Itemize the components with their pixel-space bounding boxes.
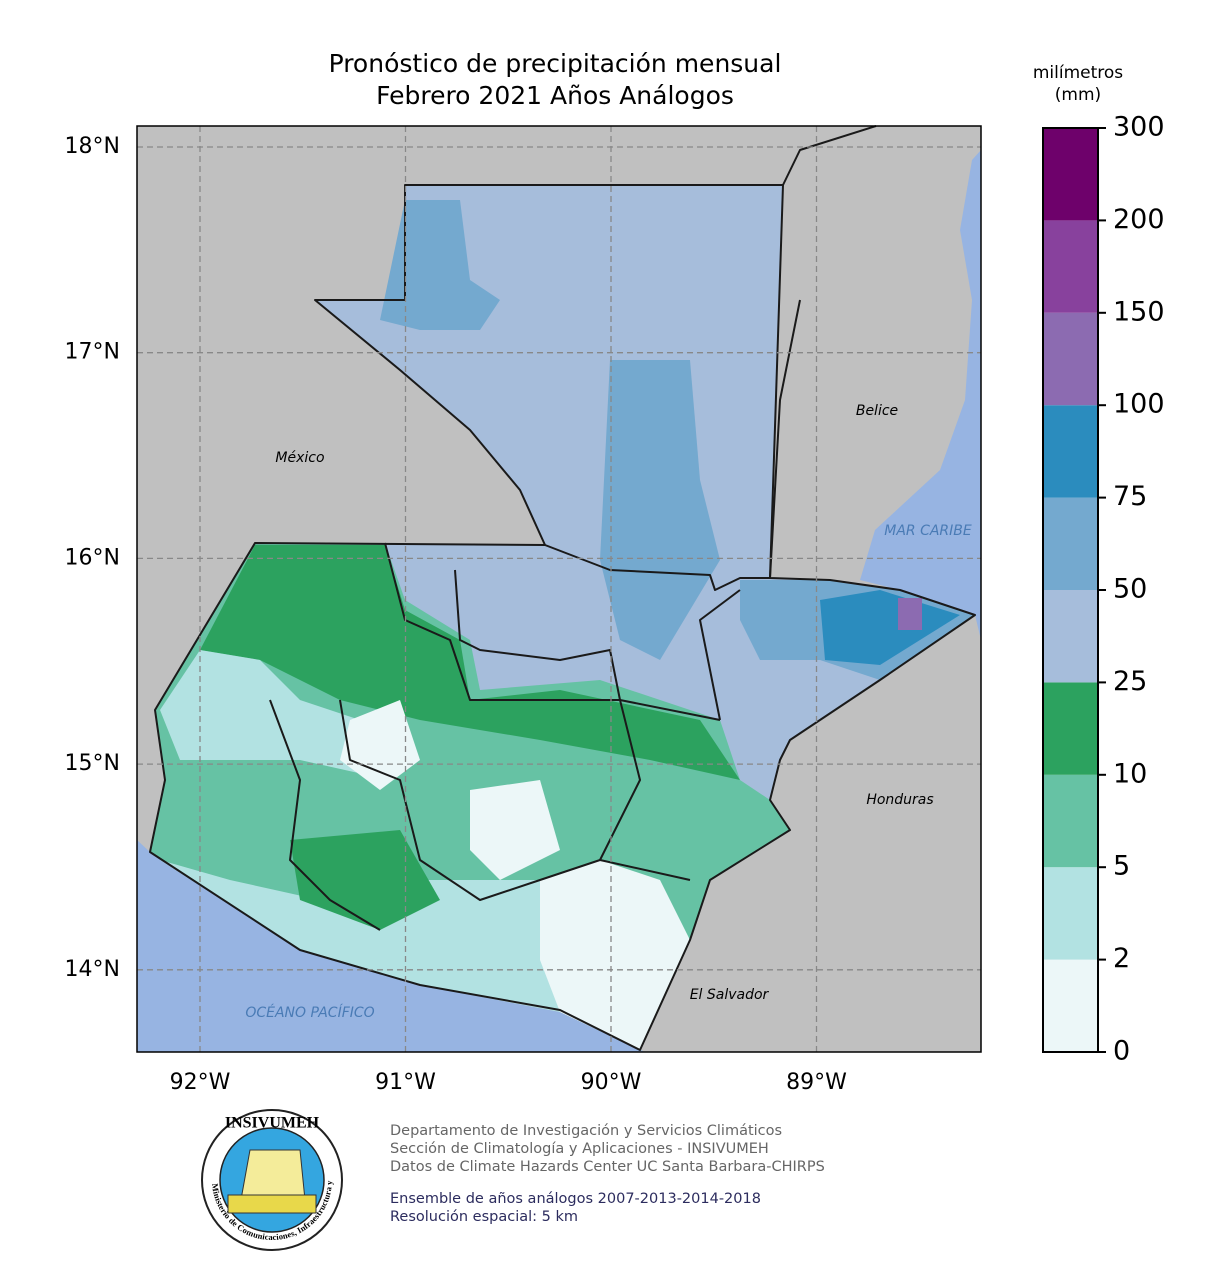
note-line: Resolución espacial: 5 km (390, 1209, 578, 1225)
colorbar-bin (1043, 312, 1098, 406)
title-line: Pronóstico de precipitación mensual (329, 49, 782, 78)
map-area: México Belice MAR CARIBE Honduras El Sal… (136, 125, 982, 1053)
colorbar-tick-label: 5 (1113, 851, 1130, 882)
belize-border (769, 299, 801, 579)
precip-patch (380, 200, 500, 330)
caribbean-sea (860, 150, 981, 640)
precip-patch (470, 780, 560, 880)
precip-patch (820, 590, 960, 665)
colorbar-tick-label: 50 (1113, 574, 1147, 605)
lat-label: 16°N (65, 545, 120, 570)
footer: Departamento de Investigación y Servicio… (390, 1123, 825, 1225)
colorbar-tick-label: 150 (1113, 296, 1165, 327)
lon-label: 91°W (375, 1070, 436, 1095)
lat-label: 17°N (65, 340, 120, 365)
colorbar-tick-label: 300 (1113, 112, 1165, 143)
colorbar-bin (1043, 405, 1098, 498)
colorbar-tick-label: 10 (1113, 758, 1147, 789)
pacific-ocean (137, 840, 645, 1052)
logo-band (227, 1194, 317, 1214)
colorbar-bin (1043, 590, 1098, 683)
grid (137, 126, 981, 1052)
place-label: El Salvador (690, 987, 770, 1003)
precip-patch (600, 360, 720, 660)
colorbar-tick-label: 2 (1113, 943, 1130, 974)
precip-patch (898, 598, 922, 630)
logo-name: INSIVUMEH (225, 1115, 320, 1132)
colorbar-label: milímetros (1033, 63, 1123, 83)
precip-patch (340, 700, 420, 790)
place-label: Honduras (866, 792, 933, 808)
department-border (339, 699, 691, 901)
colorbar-bin (1043, 682, 1098, 775)
lat-label: 15°N (65, 751, 120, 776)
place-label: Belice (856, 403, 898, 419)
place-label: MAR CARIBE (884, 523, 972, 539)
lat-label: 18°N (65, 134, 120, 159)
title-line: Febrero 2021 Años Análogos (376, 81, 734, 110)
colorbar-bin (1043, 959, 1098, 1052)
place-label: México (275, 450, 324, 466)
department-border (599, 699, 641, 861)
department-border (384, 542, 721, 721)
credit-line: Datos de Climate Hazards Center UC Santa… (390, 1159, 825, 1175)
department-border (544, 544, 770, 591)
place-label: OCÉANO PACÍFICO (245, 1004, 374, 1021)
lon-label: 92°W (170, 1070, 231, 1095)
precip-patch (540, 860, 690, 1050)
colorbar-bin (1043, 497, 1098, 590)
colorbar-tick-label: 25 (1113, 666, 1147, 697)
belize-border (782, 125, 877, 186)
precip-patch (200, 545, 740, 780)
lon-label: 90°W (581, 1070, 642, 1095)
colorbar-tick-label: 75 (1113, 481, 1147, 512)
lat-label: 14°N (65, 957, 120, 982)
department-border (269, 699, 381, 931)
department-border (699, 589, 741, 721)
colorbar-tick-label: 200 (1113, 204, 1165, 235)
lon-label: 89°W (786, 1070, 847, 1095)
country-border (149, 184, 976, 1051)
colorbar-bin (1043, 774, 1098, 868)
colorbar-label: (mm) (1055, 85, 1101, 105)
department-border (454, 569, 621, 701)
colorbar-bin (1043, 867, 1098, 960)
map-frame (136, 125, 982, 1053)
precip-patch (290, 830, 440, 930)
colorbar-bin (1043, 220, 1098, 313)
colorbar-bin (1043, 128, 1098, 221)
colorbar-tick-label: 0 (1113, 1036, 1130, 1067)
credit-line: Departamento de Investigación y Servicio… (390, 1123, 782, 1139)
credit-line: Sección de Climatología y Aplicaciones -… (390, 1141, 769, 1157)
colorbar-tick-label: 100 (1113, 389, 1165, 420)
note-line: Ensemble de años análogos 2007-2013-2014… (390, 1191, 761, 1207)
